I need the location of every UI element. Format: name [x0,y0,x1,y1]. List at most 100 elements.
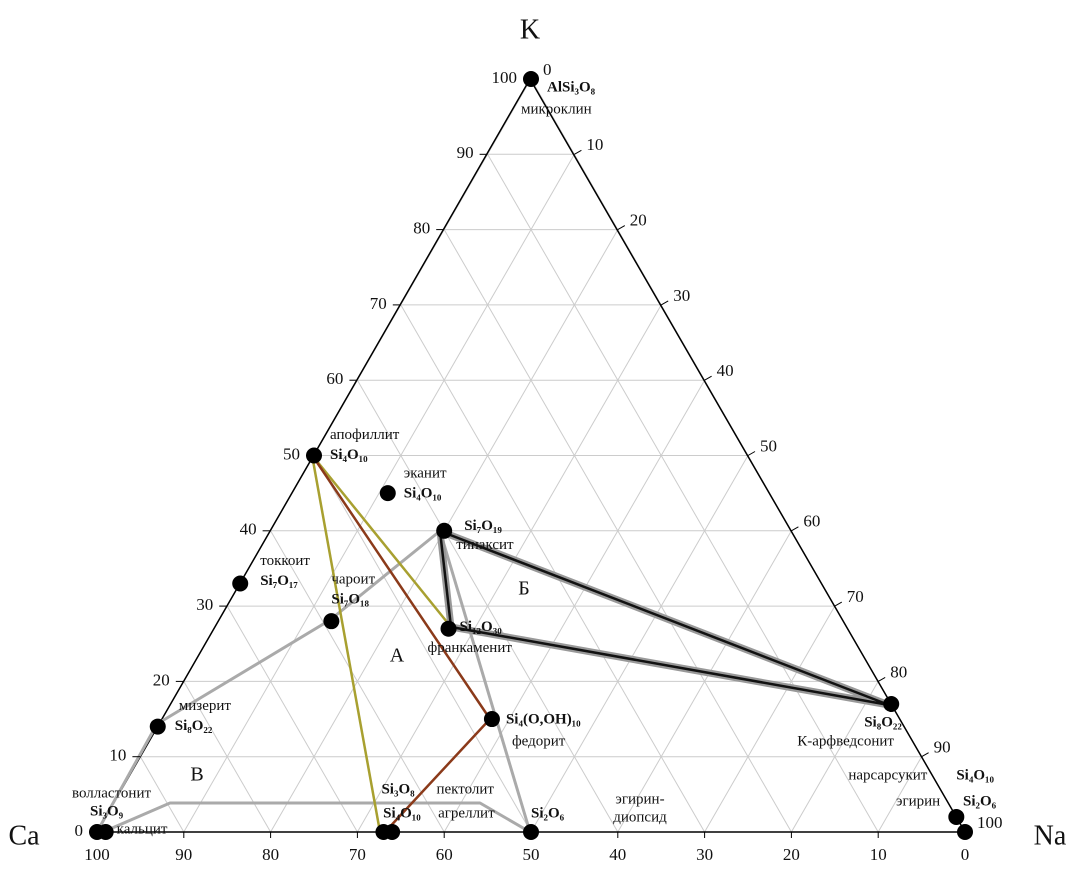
mineral-point [384,824,401,840]
mineral-name: апофиллит [330,427,400,443]
tick [660,300,669,306]
na-tick-label: 20 [630,211,647,230]
formula-label: Si₄O₁₀ [383,805,421,821]
mineral-name: франкаменит [428,640,513,656]
formula-label: Si₄(O,OH)₁₀ [506,711,581,727]
mineral-point [948,808,965,825]
formula-label: Si₈O₂₂ [864,714,902,730]
ca-tick-label: 100 [84,845,110,864]
formula-label: Si₁₂O₃₀ [460,619,503,635]
ca-tick-label: 20 [783,845,800,864]
ca-tick-label: 10 [870,845,887,864]
formula-label: Si₇O₁₇ [260,573,298,589]
ca-tick-label: 70 [349,845,366,864]
k-tick-label: 70 [370,294,387,313]
na-tick-label: 100 [977,813,1003,832]
grid-line [704,605,836,833]
k-tick-label: 80 [413,219,430,238]
mineral-point [306,447,322,464]
axis-label: Ca [8,820,40,851]
formula-label: Si₇O₁₈ [331,592,369,608]
k-tick-label: 20 [153,670,170,689]
grid-line [183,154,575,833]
ca-tick-label: 30 [696,845,713,864]
na-tick-label: 10 [586,135,603,154]
axis-label: K [520,14,540,45]
grid [96,78,966,833]
tie-line [438,529,891,707]
mineral-name: нарсарсукит [848,767,927,783]
mineral-name: тинаксит [456,537,514,553]
mineral-name: чароит [331,572,375,588]
na-tick-label: 40 [717,361,734,380]
tick [747,451,756,456]
mineral-point [523,71,539,87]
tick [617,225,626,231]
ca-tick-label: 80 [262,845,279,864]
ca-tick-label: 90 [175,845,192,864]
grid-line [617,530,792,833]
grid-line [877,756,923,833]
mineral-point [232,575,249,592]
mineral-name: эгирин [896,793,940,809]
tick [704,375,712,381]
tie-line [102,801,531,834]
axis-label: Na [1034,820,1067,851]
grid-line [400,304,706,833]
mineral-point [523,824,539,840]
mineral-name: федорит [512,733,566,749]
formula-label: Si₇O₁₉ [464,518,502,534]
k-tick-label: 90 [457,143,474,162]
k-tick-label: 0 [75,821,84,840]
mineral-name: К-арфведсонит [797,733,894,749]
k-tick-label: 10 [109,746,126,765]
grid-line [530,455,749,833]
ca-tick-label: 40 [609,845,626,864]
k-tick-label: 60 [326,369,343,388]
mineral-name: токкоит [260,553,310,569]
mineral-point [379,485,396,502]
mineral-name: кальцит [117,821,168,837]
ca-tick-label: 50 [523,845,540,864]
na-tick-label: 30 [673,286,690,305]
tie-line [310,454,382,833]
ca-tick-label: 0 [961,845,970,864]
field-label: В [190,764,203,786]
na-tick-label: 90 [934,738,951,757]
mineral-name: эканит [404,466,447,482]
mineral-point [323,613,340,630]
grid-line [443,379,706,833]
grid-line [313,455,532,833]
k-tick-label: 30 [196,595,213,614]
grid-line [139,756,185,833]
mineral-name: волластонит [72,785,151,801]
formula-label: Si₃O₈ [381,781,415,797]
annotation: эгирин- [615,791,664,807]
formula-label: Si₃O₉ [90,803,124,819]
formula-label: Si₄O₁₀ [956,767,994,783]
field-label: Б [518,578,529,600]
grid-line [487,154,879,833]
formula-label: Si₄O₁₀ [330,447,368,463]
formula-label: Si₂O₆ [963,793,997,809]
tie-line [95,529,441,833]
k-tick-label: 100 [492,68,518,87]
grid-line [226,605,358,833]
k-tick-label: 40 [240,520,257,539]
field-label: А [390,645,405,667]
mineral-point [440,620,457,637]
tick [834,601,843,607]
mineral-point [883,695,900,712]
formula-label: Si₄O₁₀ [404,486,442,502]
k-tick-label: 50 [283,444,300,463]
tick [921,752,929,758]
mineral-point [97,824,114,840]
mineral-name: пектолит [436,781,494,797]
na-tick-label: 50 [760,436,777,455]
formula-label: Si₈O₂₂ [175,718,213,734]
tick [791,526,799,532]
tie-line [438,530,532,833]
mineral-point [483,711,500,728]
